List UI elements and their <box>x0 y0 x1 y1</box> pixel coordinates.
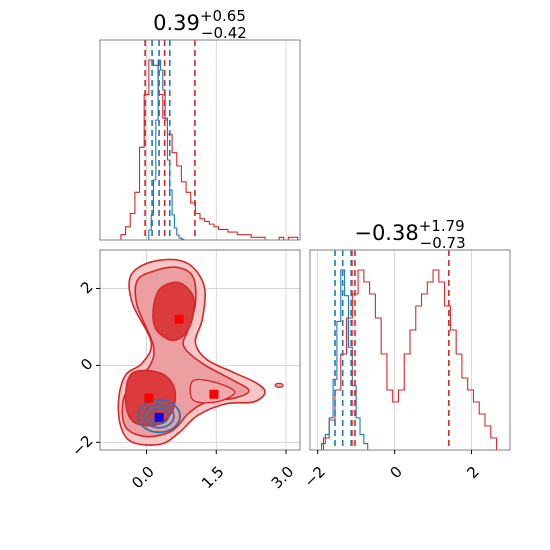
histogram-blue <box>146 59 187 241</box>
panel-frame <box>99 39 301 241</box>
quantile-lines <box>334 250 450 450</box>
histograms <box>317 269 503 451</box>
tick-label: 0 <box>386 463 405 482</box>
tick-label: 2 <box>463 463 482 482</box>
panel-title: −0.38+1.79 −0.73 <box>354 217 465 252</box>
quantile-lines <box>144 40 196 240</box>
panel-title: 0.39+0.65 −0.42 <box>153 7 247 42</box>
histogram-blue <box>317 269 372 451</box>
title-lower-error: −0.73 <box>420 234 466 252</box>
tick-label: −2 <box>301 463 329 491</box>
contour-outlier-red <box>274 382 284 388</box>
tick-label: 1.5 <box>198 463 228 493</box>
tick-label: 0 <box>77 355 96 374</box>
contour-panel-xy: −2 0 2 0.0 1.5 3.0 <box>68 249 301 492</box>
x-tick-labels: −2 0 2 <box>301 450 483 491</box>
tick-label: 0.0 <box>128 463 158 493</box>
contour-inner-red <box>152 281 196 342</box>
mode-marker <box>174 314 184 324</box>
panel-frame <box>99 249 301 451</box>
tick-label: 2 <box>77 278 96 297</box>
title-lower-error: −0.42 <box>201 24 247 42</box>
mode-markers <box>144 314 219 422</box>
mode-marker <box>144 393 154 403</box>
title-upper-error: +0.65 <box>200 7 246 25</box>
contour-blue <box>143 403 175 429</box>
x-tick-labels: 0.0 1.5 3.0 <box>128 450 297 492</box>
contour-blue <box>137 399 181 434</box>
tick-label: 3.0 <box>268 463 298 493</box>
title-median: 0.39 <box>153 11 200 35</box>
histograms <box>116 59 299 241</box>
y-tick-labels: −2 0 2 <box>68 278 100 460</box>
histogram-panel-y: −0.38+1.79 −0.73 −2 0 2 <box>301 217 511 491</box>
gridlines <box>146 40 287 240</box>
tick-label: −2 <box>68 432 96 460</box>
panel-background <box>100 40 300 240</box>
title-upper-error: +1.79 <box>419 217 465 235</box>
mode-marker <box>154 412 164 422</box>
histogram-red <box>317 269 503 451</box>
panel-frame <box>309 249 511 451</box>
gridlines <box>317 250 472 450</box>
title-median: −0.38 <box>354 221 418 245</box>
histogram-red <box>116 59 299 241</box>
histogram-panel-x: 0.39+0.65 −0.42 <box>99 7 301 241</box>
contour-blue <box>148 407 170 425</box>
mode-marker <box>209 389 219 399</box>
